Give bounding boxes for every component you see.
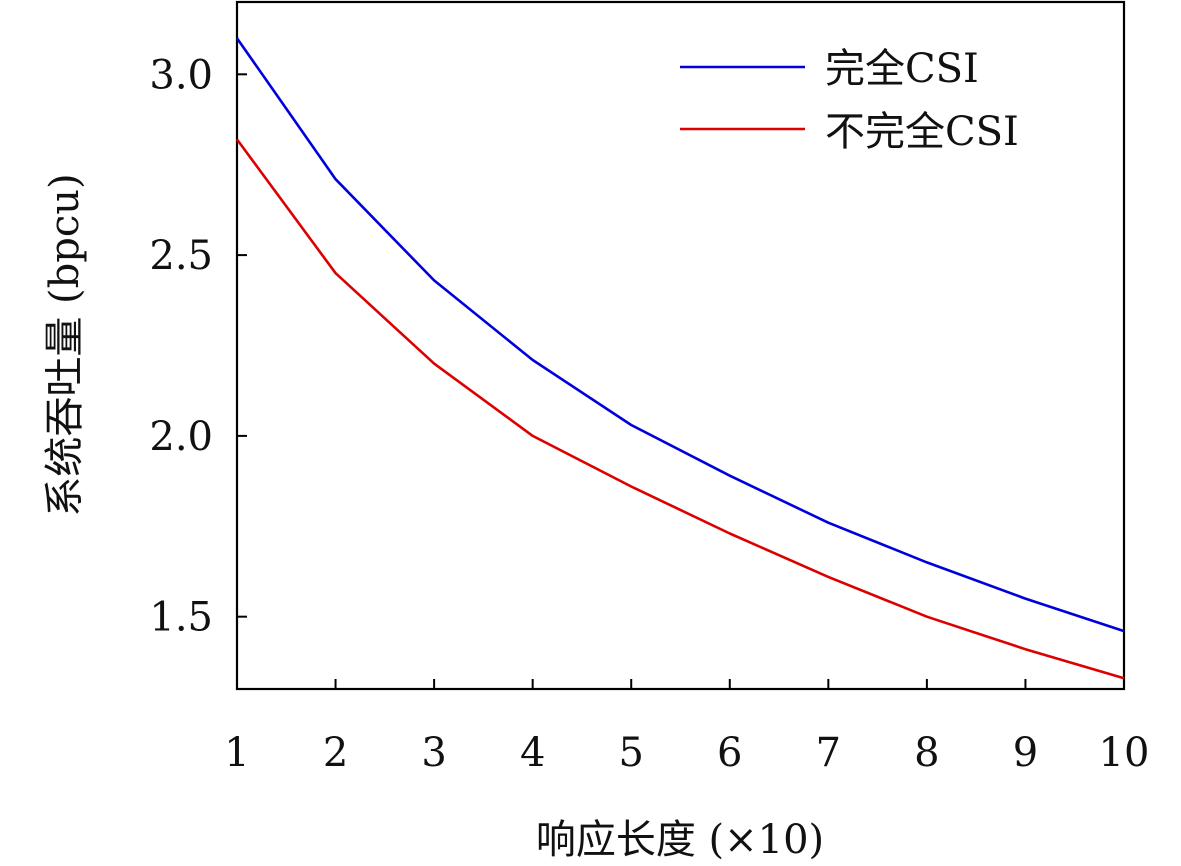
x-tick-label: 6: [717, 730, 742, 776]
legend-label-series-1: 完全CSI: [825, 46, 979, 92]
y-tick-label: 2.5: [149, 233, 213, 279]
x-tick-label: 2: [323, 730, 348, 776]
x-tick-label: 3: [421, 730, 446, 776]
x-axis-ticks: 1 2 3 4 5 6 7 8 9 10: [224, 679, 1149, 776]
x-tick-label: 1: [224, 730, 249, 776]
plot-area: 1 2 3 4 5 6 7 8 9 10 1.5 2.0 2.5 3.0: [149, 0, 1149, 776]
series-lines: [235, 37, 1125, 680]
x-tick-label: 9: [1013, 730, 1038, 776]
x-tick-label: 5: [618, 730, 643, 776]
series-line-2: [235, 138, 1125, 680]
legend-label-series-2: 不完全CSI: [825, 109, 1019, 155]
y-tick-label: 2.0: [149, 414, 213, 460]
series-line-1: [235, 37, 1125, 633]
x-tick-label: 8: [914, 730, 939, 776]
y-axis-ticks: 1.5 2.0 2.5 3.0: [149, 52, 247, 641]
y-axis-title: 系统吞吐量 (bpcu): [42, 173, 88, 516]
legend: 完全CSI 不完全CSI: [680, 46, 1019, 155]
y-tick-label: 3.0: [149, 52, 213, 98]
x-tick-label: 10: [1099, 730, 1150, 776]
x-tick-label: 7: [816, 730, 841, 776]
x-axis-title: 响应长度 (×10): [536, 817, 824, 863]
x-tick-label: 4: [520, 730, 545, 776]
y-tick-label: 1.5: [149, 595, 213, 641]
axes-frame: [235, 0, 1126, 691]
